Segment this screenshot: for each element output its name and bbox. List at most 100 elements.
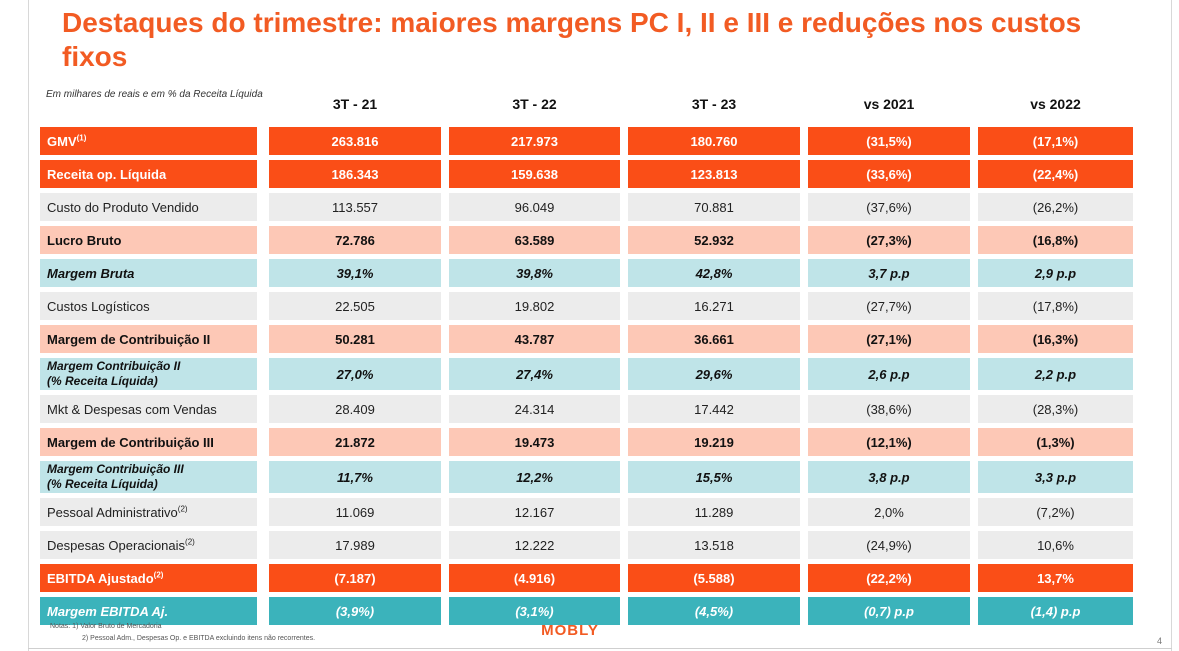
row-label: Margem Contribuição III (% Receita Líquid… [40,461,257,493]
table-cell: (5.588) [628,564,800,592]
table-cell: (12,1%) [808,428,970,456]
table-cell: 36.661 [628,325,800,353]
table-cell: 19.473 [449,428,620,456]
row-label-text: Despesas Operacionais(2) [47,538,195,553]
footnote-marker: (2) [177,504,188,514]
row-label: Custo do Produto Vendido [40,193,257,221]
row-label: Margem Bruta [40,259,257,287]
row-label-main: Receita op. Líquida [47,166,167,182]
column-header: 3T - 22 [512,96,557,112]
row-label-main: Custo do Produto Vendido [47,199,199,215]
row-label-text: Pessoal Administrativo(2) [47,505,188,520]
row-label-text: Margem Contribuição II (% Receita Líquida… [47,359,180,389]
footnote-marker: (2) [153,570,164,580]
table-cell: 16.271 [628,292,800,320]
table-cell: (3,1%) [449,597,620,625]
row-label: Despesas Operacionais(2) [40,531,257,559]
row-label-main: EBITDA Ajustado [47,570,154,586]
table-cell: 22.505 [269,292,441,320]
row-label-main: Lucro Bruto [47,232,122,248]
table-cell: 3,3 p.p [978,461,1133,493]
table-cell: (17,1%) [978,127,1133,155]
table-cell: (16,8%) [978,226,1133,254]
table-cell: 96.049 [449,193,620,221]
table-cell: 2,6 p.p [808,358,970,390]
table-cell: 50.281 [269,325,441,353]
row-label: EBITDA Ajustado(2) [40,564,257,592]
table-cell: 19.802 [449,292,620,320]
table-cell: 11.069 [269,498,441,526]
table-cell: (7,2%) [978,498,1133,526]
table-cell: 17.989 [269,531,441,559]
table-cell: 72.786 [269,226,441,254]
table-cell: 43.787 [449,325,620,353]
table-cell: (1,3%) [978,428,1133,456]
row-label-main: Margem Bruta [47,265,135,281]
row-label: Margem EBITDA Aj. [40,597,257,625]
row-label: Custos Logísticos [40,292,257,320]
row-label-secondary: (% Receita Líquida) [47,477,158,491]
row-label-text: Custo do Produto Vendido [47,200,199,215]
footnote-marker: (2) [185,537,195,547]
row-label: Receita op. Líquida [40,160,257,188]
row-label: Margem Contribuição II (% Receita Líquida… [40,358,257,390]
row-label-main: Margem Contribuição II [47,359,181,373]
table-cell: (4,5%) [628,597,800,625]
footnote-1: Notas: 1) Valor Bruto de Mercadoria [50,623,162,630]
table-cell: (0,7) p.p [808,597,970,625]
row-label-main: Pessoal Administrativo [47,504,178,520]
row-label-text: EBITDA Ajustado(2) [47,571,163,586]
table-cell: 3,8 p.p [808,461,970,493]
column-header: 3T - 23 [691,96,737,112]
table-cell: (17,8%) [978,292,1133,320]
footnote-marker: (1) [76,133,87,143]
table-cell: 19.219 [628,428,800,456]
row-label-main: Margem de Contribuição III [47,434,214,450]
row-label-text: Margem EBITDA Aj. [47,604,168,619]
table-cell: (33,6%) [808,160,970,188]
table-cell: (1,4) p.p [978,597,1133,625]
row-label-main: GMV [47,133,77,149]
row-label-main: Margem EBITDA Aj. [47,603,169,619]
table-cell: (3,9%) [269,597,441,625]
table-cell: 28.409 [269,395,441,423]
table-cell: 186.343 [269,160,441,188]
row-label: Margem de Contribuição II [40,325,257,353]
table-cell: 217.973 [449,127,620,155]
table-cell: 24.314 [449,395,620,423]
row-label-text: Margem Bruta [47,266,134,281]
row-label-text: Margem de Contribuição III [47,435,214,450]
table-cell: 11.289 [628,498,800,526]
row-label: GMV(1) [40,127,257,155]
table-cell: 21.872 [269,428,441,456]
table-cell: 12,2% [449,461,620,493]
table-cell: (7.187) [269,564,441,592]
table-cell: 3,7 p.p [808,259,970,287]
row-label-text: Receita op. Líquida [47,167,166,182]
column-header: vs 2021 [863,96,915,112]
row-label-text: Custos Logísticos [47,299,150,314]
table-cell: 39,8% [449,259,620,287]
table-cell: (31,5%) [808,127,970,155]
table-cell: 12.222 [449,531,620,559]
row-label-text: Lucro Bruto [47,233,121,248]
row-label-main: Mkt & Despesas com Vendas [47,401,217,417]
row-label: Lucro Bruto [40,226,257,254]
row-label: Mkt & Despesas com Vendas [40,395,257,423]
table-cell: 159.638 [449,160,620,188]
table-cell: (27,7%) [808,292,970,320]
table-cell: (27,3%) [808,226,970,254]
table-cell: (22,2%) [808,564,970,592]
table-cell: (16,3%) [978,325,1133,353]
table-cell: 27,4% [449,358,620,390]
column-header: 3T - 21 [332,96,378,112]
table-cell: 11,7% [269,461,441,493]
slide-title: Destaques do trimestre: maiores margens … [62,7,1082,72]
row-label-text: Mkt & Despesas com Vendas [47,402,217,417]
table-cell: 12.167 [449,498,620,526]
table-cell: 42,8% [628,259,800,287]
table-cell: (22,4%) [978,160,1133,188]
mobly-logo: MOBLY [541,622,599,639]
column-header: vs 2022 [1030,96,1081,112]
row-label: Pessoal Administrativo(2) [40,498,257,526]
